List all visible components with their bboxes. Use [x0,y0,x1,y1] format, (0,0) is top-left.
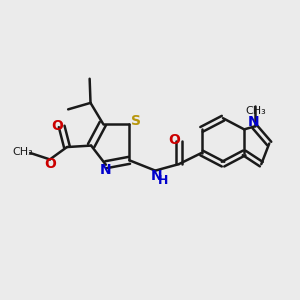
Text: N: N [150,169,162,184]
Text: CH₃: CH₃ [12,147,33,158]
Text: N: N [99,163,111,177]
Text: CH₃: CH₃ [246,106,266,116]
Text: O: O [51,119,63,133]
Text: O: O [44,157,56,171]
Text: O: O [168,133,180,147]
Text: S: S [131,114,141,128]
Text: H: H [158,173,169,187]
Text: N: N [248,115,260,129]
